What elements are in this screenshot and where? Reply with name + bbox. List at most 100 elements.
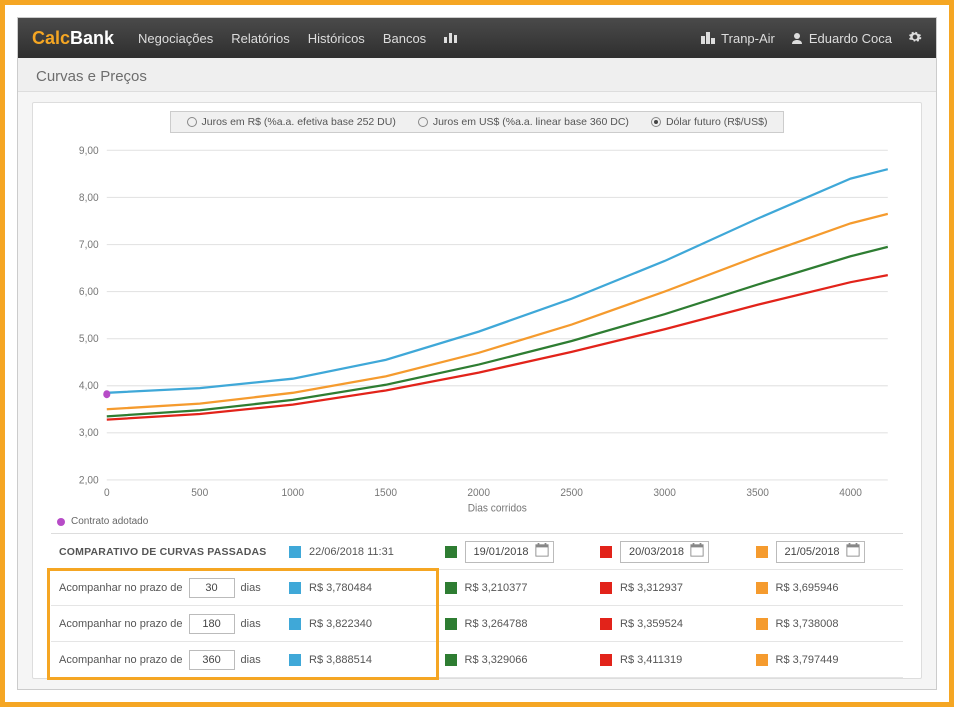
radio-juros-brl[interactable]: Juros em R$ (%a.a. efetiva base 252 DU): [187, 116, 396, 128]
date-picker-3[interactable]: 21/05/2018: [776, 541, 865, 563]
cell-value: R$ 3,359524: [620, 618, 683, 630]
svg-text:500: 500: [191, 486, 208, 499]
contract-marker-icon: [57, 518, 65, 526]
contract-label: Contrato adotado: [71, 516, 148, 527]
series-swatch: [600, 582, 612, 594]
series-swatch: [289, 546, 301, 558]
table-col-header-3: 21/05/2018: [748, 541, 904, 563]
cell-2-1: R$ 3,329066: [437, 654, 593, 666]
table-col-header-0: 22/06/2018 11:31: [281, 546, 437, 558]
company-menu[interactable]: Tranp-Air: [701, 31, 775, 46]
svg-text:3000: 3000: [653, 486, 676, 499]
calendar-icon: [846, 543, 860, 560]
contract-legend: Contrato adotado: [51, 514, 903, 533]
cell-value: R$ 3,797449: [776, 654, 839, 666]
svg-text:4000: 4000: [839, 486, 862, 499]
line-chart: 2,00 3,00 4,00 5,00 6,00 7,00 8,00 9,00 0 500 1000…: [51, 139, 903, 514]
radio-dolar-futuro[interactable]: Dólar futuro (R$/US$): [651, 116, 768, 128]
row-label-2: Acompanhar no prazo de dias: [51, 650, 281, 670]
calendar-icon: [535, 543, 549, 560]
svg-text:5,00: 5,00: [79, 333, 99, 346]
days-input-1[interactable]: [189, 614, 235, 634]
table-row: Acompanhar no prazo de dias R$ 3,822340 …: [51, 606, 903, 642]
cell-2-3: R$ 3,797449: [748, 654, 904, 666]
row-label-0: Acompanhar no prazo de dias: [51, 578, 281, 598]
brand-part1: Calc: [32, 28, 70, 48]
days-input-0[interactable]: [189, 578, 235, 598]
svg-text:Dias corridos: Dias corridos: [468, 502, 527, 514]
timestamp-label: 22/06/2018 11:31: [309, 546, 394, 558]
svg-text:0: 0: [104, 486, 110, 499]
nav-bancos[interactable]: Bancos: [383, 31, 426, 46]
svg-text:2000: 2000: [467, 486, 490, 499]
series-swatch: [756, 546, 768, 558]
gear-icon[interactable]: [908, 30, 922, 47]
comparative-table: COMPARATIVO DE CURVAS PASSADAS 22/06/2018…: [51, 533, 903, 678]
cell-value: R$ 3,312937: [620, 582, 683, 594]
svg-text:6,00: 6,00: [79, 286, 99, 299]
calendar-icon: [690, 543, 704, 560]
row-label-1: Acompanhar no prazo de dias: [51, 614, 281, 634]
cell-value: R$ 3,411319: [620, 654, 682, 666]
table-col-header-1: 19/01/2018: [437, 541, 593, 563]
cell-value: R$ 3,695946: [776, 582, 839, 594]
company-name: Tranp-Air: [721, 31, 775, 46]
user-name: Eduardo Coca: [809, 31, 892, 46]
svg-text:7,00: 7,00: [79, 238, 99, 251]
series-swatch: [289, 654, 301, 666]
svg-text:1000: 1000: [281, 486, 304, 499]
svg-text:9,00: 9,00: [79, 144, 99, 157]
cell-value: R$ 3,888514: [309, 654, 372, 666]
series-swatch: [756, 582, 768, 594]
days-input-2[interactable]: [189, 650, 235, 670]
cell-0-2: R$ 3,312937: [592, 582, 748, 594]
page-title: Curvas e Preços: [18, 58, 936, 92]
series-swatch: [445, 618, 457, 630]
user-menu[interactable]: Eduardo Coca: [791, 31, 892, 46]
date-picker-2[interactable]: 20/03/2018: [620, 541, 709, 563]
svg-text:2,00: 2,00: [79, 474, 99, 487]
series-swatch: [600, 546, 612, 558]
svg-text:3,00: 3,00: [79, 427, 99, 440]
nav-relatorios[interactable]: Relatórios: [231, 31, 290, 46]
svg-text:3500: 3500: [746, 486, 769, 499]
cell-2-2: R$ 3,411319: [592, 654, 748, 666]
radio-juros-usd[interactable]: Juros em US$ (%a.a. linear base 360 DC): [418, 116, 629, 128]
top-navbar: CalcBank Negociações Relatórios Históric…: [18, 18, 936, 58]
cell-0-1: R$ 3,210377: [437, 582, 593, 594]
radio-dot: [651, 117, 661, 127]
svg-text:1500: 1500: [374, 486, 397, 499]
table-row: Acompanhar no prazo de dias R$ 3,780484 …: [51, 570, 903, 606]
series-swatch: [289, 582, 301, 594]
brand-logo: CalcBank: [32, 28, 114, 49]
series-swatch: [445, 546, 457, 558]
radio-dot: [187, 117, 197, 127]
cell-0-0: R$ 3,780484: [281, 582, 437, 594]
svg-text:8,00: 8,00: [79, 191, 99, 204]
main-panel: Juros em R$ (%a.a. efetiva base 252 DU) …: [32, 102, 922, 679]
cell-0-3: R$ 3,695946: [748, 582, 904, 594]
chart-area: 2,00 3,00 4,00 5,00 6,00 7,00 8,00 9,00 0 500 1000…: [51, 139, 903, 514]
cell-1-0: R$ 3,822340: [281, 618, 437, 630]
cell-value: R$ 3,738008: [776, 618, 839, 630]
cell-value: R$ 3,210377: [465, 582, 528, 594]
date-picker-1[interactable]: 19/01/2018: [465, 541, 554, 563]
nav-negociacoes[interactable]: Negociações: [138, 31, 213, 46]
curve-type-selector: Juros em R$ (%a.a. efetiva base 252 DU) …: [170, 111, 785, 133]
cell-value: R$ 3,264788: [465, 618, 528, 630]
series-swatch: [600, 654, 612, 666]
nav-historicos[interactable]: Históricos: [308, 31, 365, 46]
radio-dot: [418, 117, 428, 127]
chart-icon[interactable]: [444, 30, 458, 46]
brand-part2: Bank: [70, 28, 114, 48]
cell-value: R$ 3,329066: [465, 654, 528, 666]
cell-1-2: R$ 3,359524: [592, 618, 748, 630]
cell-2-0: R$ 3,888514: [281, 654, 437, 666]
series-swatch: [756, 654, 768, 666]
cell-1-1: R$ 3,264788: [437, 618, 593, 630]
table-header-label: COMPARATIVO DE CURVAS PASSADAS: [51, 546, 281, 558]
series-swatch: [289, 618, 301, 630]
series-swatch: [445, 654, 457, 666]
svg-text:4,00: 4,00: [79, 380, 99, 393]
table-row: Acompanhar no prazo de dias R$ 3,888514 …: [51, 642, 903, 678]
